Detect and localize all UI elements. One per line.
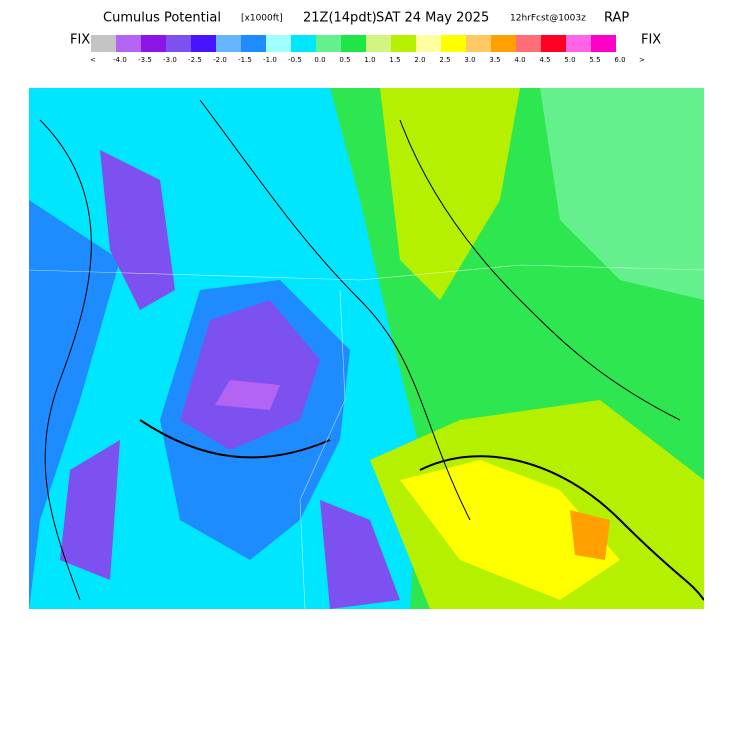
legend-label: 3.5 [489,56,500,64]
map-field [60,440,120,580]
legend-below: < [90,56,96,64]
legend-label: -4.0 [113,56,127,64]
legend-swatch [266,35,291,52]
legend-label: 5.0 [564,56,575,64]
legend-swatch [116,35,141,52]
title: Cumulus Potential [103,11,221,26]
legend-label: -0.5 [288,56,302,64]
legend-swatch [91,35,116,52]
legend-label: 4.0 [514,56,525,64]
legend-swatch [141,35,166,52]
units: [x1000ft] [241,14,283,24]
border [299,289,346,609]
legend-label: 2.0 [414,56,425,64]
forecast: 12hrFcst@1003z [510,14,586,24]
map-field [570,510,610,560]
legend-swatch [316,35,341,52]
map [29,88,704,609]
legend-label: 0.5 [339,56,350,64]
legend-label: -3.0 [163,56,177,64]
legend-swatch [191,35,216,52]
legend-label: -1.5 [238,56,252,64]
legend-label: 4.5 [539,56,550,64]
legend-label: -2.5 [188,56,202,64]
legend-swatch [466,35,491,52]
legend-label: 6.0 [614,56,625,64]
legend-swatch [491,35,516,52]
model: RAP [604,11,629,26]
contour [419,455,704,601]
legend-label: -3.5 [138,56,152,64]
contour [399,119,681,421]
legend-label: 1.5 [389,56,400,64]
legend-label: -1.0 [263,56,277,64]
legend-label: 0.0 [314,56,325,64]
legend-swatch [391,35,416,52]
legend-swatch [416,35,441,52]
contour [139,419,331,459]
valid-time: 21Z(14pdt) [303,11,377,26]
legend-swatch [241,35,266,52]
legend-label: -2.0 [213,56,227,64]
border [29,264,704,281]
date: SAT 24 May 2025 [376,11,489,26]
map-field [100,150,175,310]
legend-label: 3.0 [464,56,475,64]
contour [39,119,92,601]
map-field [215,380,280,410]
legend-label: 5.5 [589,56,600,64]
legend-swatch [216,35,241,52]
legend-swatch [441,35,466,52]
map-field [380,88,520,300]
contour [199,99,471,521]
map-field [540,88,704,300]
legend-swatch [341,35,366,52]
map-field [320,500,400,609]
legend-label: 1.0 [364,56,375,64]
legend-left-label: FIX [70,33,90,48]
legend-swatch [566,35,591,52]
legend-right-label: FIX [641,33,661,48]
legend-swatch [166,35,191,52]
legend-swatch [591,35,616,52]
legend-label: 2.5 [439,56,450,64]
legend: -4.0 -3.5 -3.0 -2.5 -2.0 -1.5 -1.0 -0.5 0.0 0.5 1.… [91,35,626,64]
map-field [29,200,120,609]
legend-swatch [516,35,541,52]
map-field [400,460,620,600]
legend-swatch [291,35,316,52]
legend-swatch [366,35,391,52]
legend-swatch [541,35,566,52]
legend-above: > [639,56,645,64]
map-field [180,300,320,450]
